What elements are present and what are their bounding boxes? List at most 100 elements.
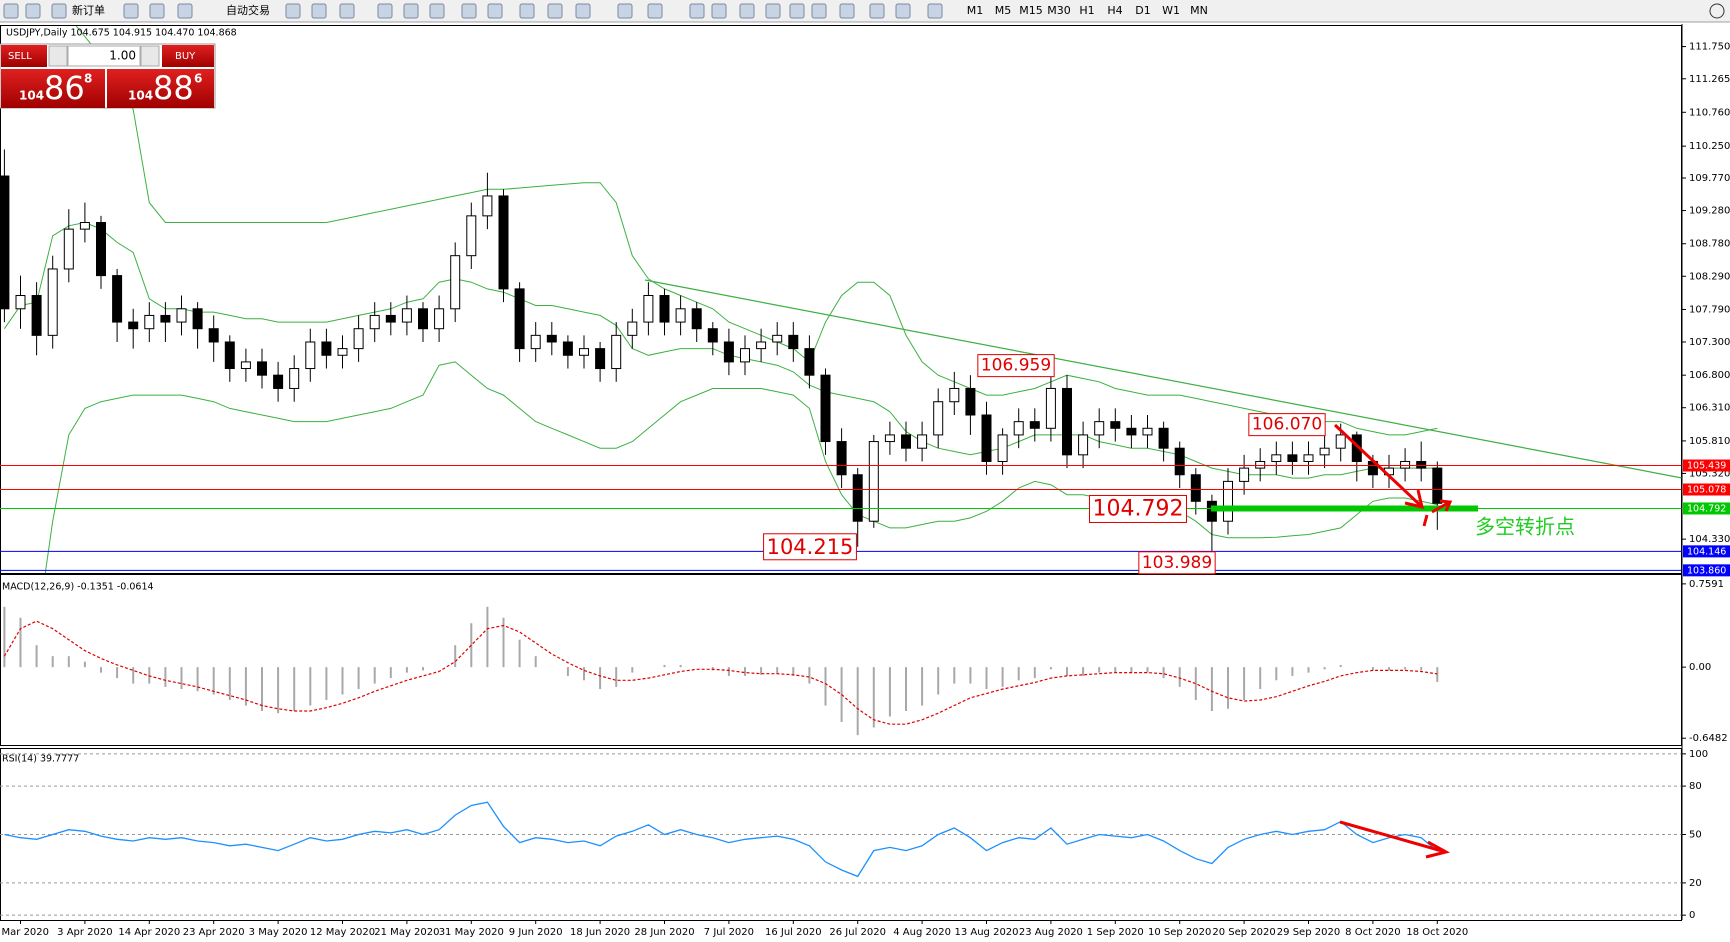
signal-line [3, 620, 1438, 725]
toolbar-icon[interactable] [519, 3, 535, 19]
toolbar-icon[interactable] [765, 3, 781, 19]
arrow [1422, 514, 1429, 527]
date-label: 23 Apr 2020 [183, 927, 245, 938]
level-label: 104.146 [1687, 546, 1726, 557]
toolbar-icon[interactable] [927, 3, 943, 19]
toolbar-icon[interactable] [429, 3, 445, 19]
candle-body [0, 175, 10, 310]
lot-input[interactable] [67, 45, 141, 67]
search-icon[interactable] [1709, 3, 1725, 19]
candle-body [1158, 427, 1169, 449]
new-order-button[interactable]: 新订单 [72, 3, 105, 17]
timeframe-button[interactable]: M5 [995, 4, 1012, 17]
annotation-text: 多空转折点 [1475, 515, 1575, 539]
lot-value[interactable]: 1.00 [109, 49, 136, 63]
toolbar-icon[interactable] [839, 3, 855, 19]
candle-body [240, 361, 251, 370]
candle-body [595, 348, 606, 370]
buy-button[interactable] [162, 45, 214, 67]
timeframe-button[interactable]: W1 [1162, 4, 1180, 17]
toolbar-icon[interactable] [149, 3, 165, 19]
lot-up[interactable] [140, 45, 160, 67]
toolbar-icon[interactable] [123, 3, 139, 19]
candle-body [530, 334, 541, 350]
candle-body [772, 334, 783, 343]
toolbar-icon[interactable] [647, 3, 663, 19]
sell-label[interactable]: SELL [8, 51, 32, 62]
level-label: 103.860 [1687, 565, 1726, 576]
toolbar-icon[interactable] [487, 3, 503, 19]
candle-body [836, 441, 847, 476]
sell-button[interactable] [1, 45, 47, 67]
candle-body [1287, 454, 1298, 462]
toolbar-icon[interactable] [575, 3, 591, 19]
toolbar-icon[interactable] [311, 3, 327, 19]
timeframe-button[interactable]: H1 [1079, 4, 1094, 17]
timeframe-button[interactable]: M1 [967, 4, 984, 17]
toolbar-icon[interactable] [403, 3, 419, 19]
candle-body [192, 308, 203, 330]
lot-down[interactable] [48, 45, 68, 67]
buy-price-box[interactable] [107, 69, 214, 108]
toolbar-icon[interactable] [377, 3, 393, 19]
candle-body [981, 414, 992, 462]
y-tick-label: 109.280 [1689, 206, 1730, 217]
timeframe-button[interactable]: M30 [1047, 4, 1071, 17]
toolbar-icon[interactable] [689, 3, 705, 19]
candle-body [707, 328, 718, 343]
toolbar-icon[interactable] [739, 3, 755, 19]
candle-body [579, 348, 589, 356]
date-label: 7 Jul 2020 [704, 927, 754, 938]
y-tick-label: 50 [1689, 830, 1702, 841]
toolbar-icon[interactable] [789, 3, 805, 19]
candle-body [385, 314, 396, 323]
candle-body [31, 295, 42, 336]
candle-body [1319, 447, 1330, 456]
toolbar-icon[interactable] [811, 3, 827, 19]
toolbar-icon[interactable] [711, 3, 727, 19]
toolbar-icon[interactable] [895, 3, 911, 19]
auto-trading-button[interactable]: 自动交易 [226, 3, 270, 17]
toolbar-icon[interactable] [547, 3, 563, 19]
candle-body [1239, 467, 1250, 482]
candle-body [160, 314, 171, 323]
date-label: 12 May 2020 [310, 927, 375, 938]
sell-price-sup: 8 [84, 72, 92, 86]
toolbar-icon[interactable] [285, 3, 301, 19]
candle-body [1416, 460, 1427, 469]
date-label: 18 Jun 2020 [570, 927, 630, 938]
candle-body [1400, 460, 1411, 469]
candle-body [562, 341, 573, 356]
candle-body [466, 215, 477, 257]
toolbar-icon[interactable] [461, 3, 477, 19]
candle-body [1094, 421, 1105, 436]
toolbar-icon[interactable] [25, 3, 41, 19]
candle-body [820, 374, 831, 443]
candle-body [47, 268, 58, 336]
y-tick-label: 105.810 [1689, 436, 1730, 447]
toolbar-icon[interactable] [3, 3, 19, 19]
bollinger-middle [3, 221, 1438, 479]
candle-body [868, 441, 879, 522]
toolbar-icon[interactable] [339, 3, 355, 19]
candle-body [498, 195, 509, 290]
toolbar-icon[interactable] [177, 3, 193, 19]
toolbar-icon[interactable] [51, 3, 67, 19]
timeframe-button[interactable]: D1 [1135, 4, 1150, 17]
trend-line [644, 279, 1682, 479]
y-tick-label: 107.790 [1689, 304, 1730, 315]
timeframe-button[interactable]: MN [1190, 4, 1208, 17]
timeframe-button[interactable]: M15 [1019, 4, 1043, 17]
date-label: 3 Apr 2020 [57, 927, 112, 938]
buy-label[interactable]: BUY [175, 51, 196, 62]
arrow-head [1425, 840, 1451, 859]
sell-price-box[interactable] [1, 69, 105, 108]
timeframe-button[interactable]: H4 [1107, 4, 1122, 17]
annotation-label: 104.792 [1093, 496, 1184, 521]
sell-price-big: 104 [19, 89, 44, 103]
toolbar-icon[interactable] [617, 3, 633, 19]
toolbar-icon[interactable] [869, 3, 885, 19]
candle-body [659, 295, 670, 323]
candle-body [1110, 421, 1121, 429]
